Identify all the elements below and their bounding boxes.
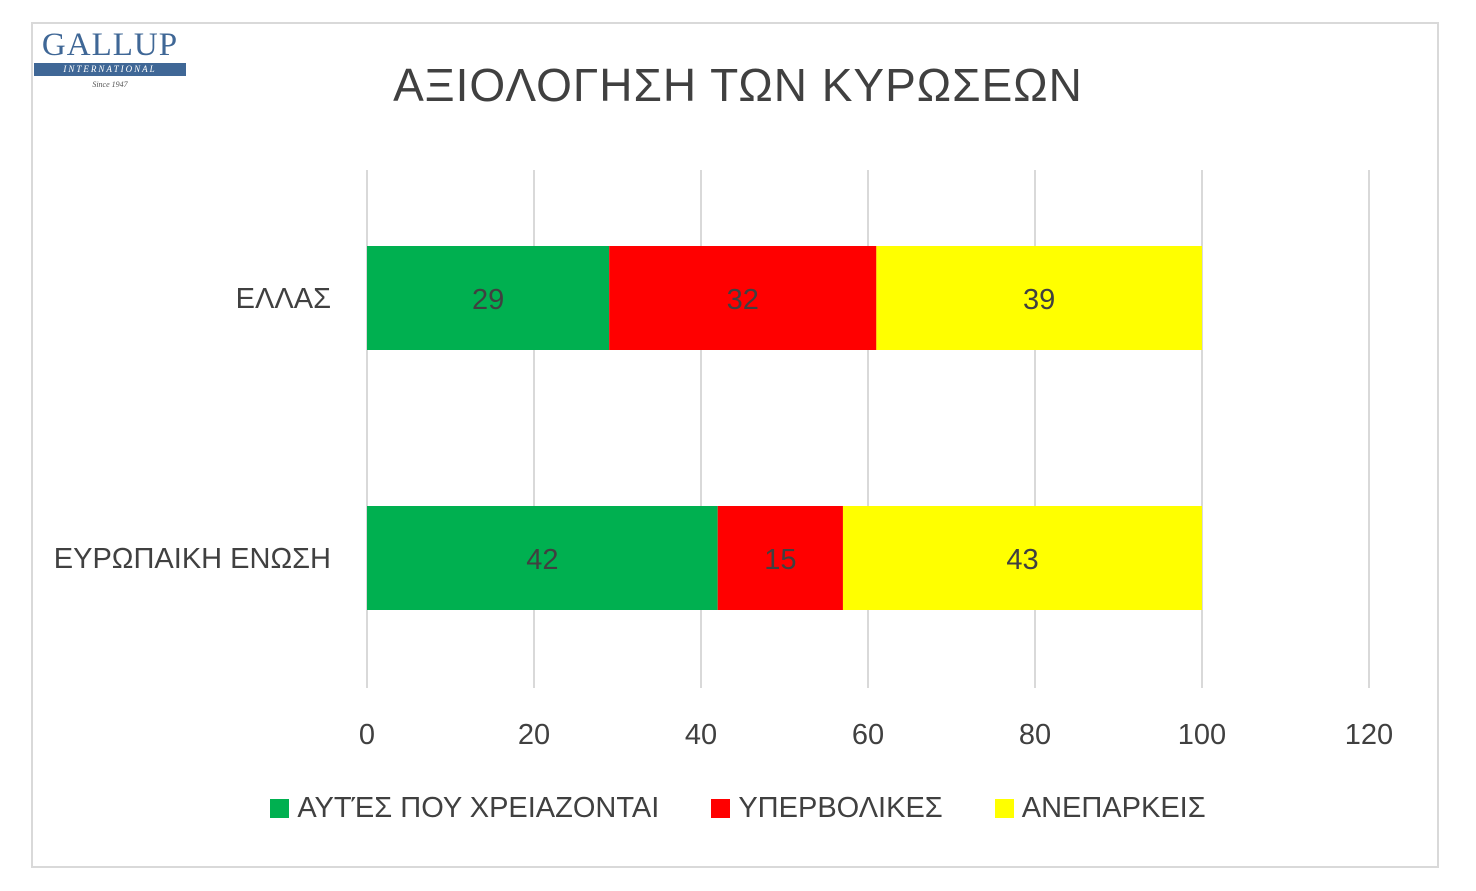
legend-item: ΥΠΕΡΒΟΛΙΚΕΣ — [711, 792, 943, 825]
logo-since: Since 1947 — [92, 80, 128, 89]
bar-segment — [367, 506, 718, 610]
x-tick-label: 0 — [359, 719, 375, 751]
data-label: 39 — [1023, 284, 1055, 316]
legend-item: ΑΥΤΈΣ ΠΟΥ ΧΡΕΙΑΖΟΝΤΑΙ — [270, 792, 659, 825]
bar-segment — [842, 506, 1202, 610]
data-label: 15 — [764, 544, 796, 576]
data-label: 29 — [472, 284, 504, 316]
bar-segment — [367, 246, 610, 350]
x-tick-label: 40 — [685, 719, 717, 751]
legend-swatch — [994, 799, 1014, 818]
legend-swatch — [711, 799, 731, 818]
bar-segment — [609, 246, 877, 350]
data-label: 43 — [1006, 544, 1038, 576]
x-tick-label: 20 — [518, 719, 550, 751]
chart-legend: ΑΥΤΈΣ ΠΟΥ ΧΡΕΙΑΖΟΝΤΑΙ ΥΠΕΡΒΟΛΙΚΕΣ ΑΝΕΠΑΡΚΕ… — [0, 792, 1476, 825]
x-tick-label: 100 — [1178, 719, 1226, 751]
x-tick-label: 60 — [852, 719, 884, 751]
data-label: 32 — [727, 284, 759, 316]
legend-item: ΑΝΕΠΑΡΚΕΙΣ — [994, 792, 1206, 825]
chart-title: ΑΞΙΟΛΟΓΗΣΗ ΤΩΝ ΚΥΡΩΣΕΩΝ — [393, 59, 1083, 111]
x-tick-label: 120 — [1345, 719, 1393, 751]
gallup-logo: GALLUP INTERNATIONAL Since 1947 — [32, 26, 188, 94]
category-label: ΕΥΡΩΠΑΙΚΗ ΕΝΩΣΗ — [54, 543, 331, 575]
x-tick-label: 80 — [1019, 719, 1051, 751]
category-label: ΕΛΛΑΣ — [236, 283, 331, 315]
chart-frame — [31, 22, 1439, 868]
legend-label: ΑΥΤΈΣ ΠΟΥ ΧΡΕΙΑΖΟΝΤΑΙ — [297, 792, 660, 824]
bar-segment — [717, 506, 843, 610]
legend-label: ΑΝΕΠΑΡΚΕΙΣ — [1021, 792, 1206, 824]
logo-wordmark: GALLUP — [41, 27, 179, 63]
bar-segment — [876, 246, 1202, 350]
logo-band: INTERNATIONAL — [34, 63, 186, 76]
legend-label: ΥΠΕΡΒΟΛΙΚΕΣ — [738, 792, 943, 824]
data-label: 42 — [526, 544, 558, 576]
legend-swatch — [270, 799, 290, 818]
